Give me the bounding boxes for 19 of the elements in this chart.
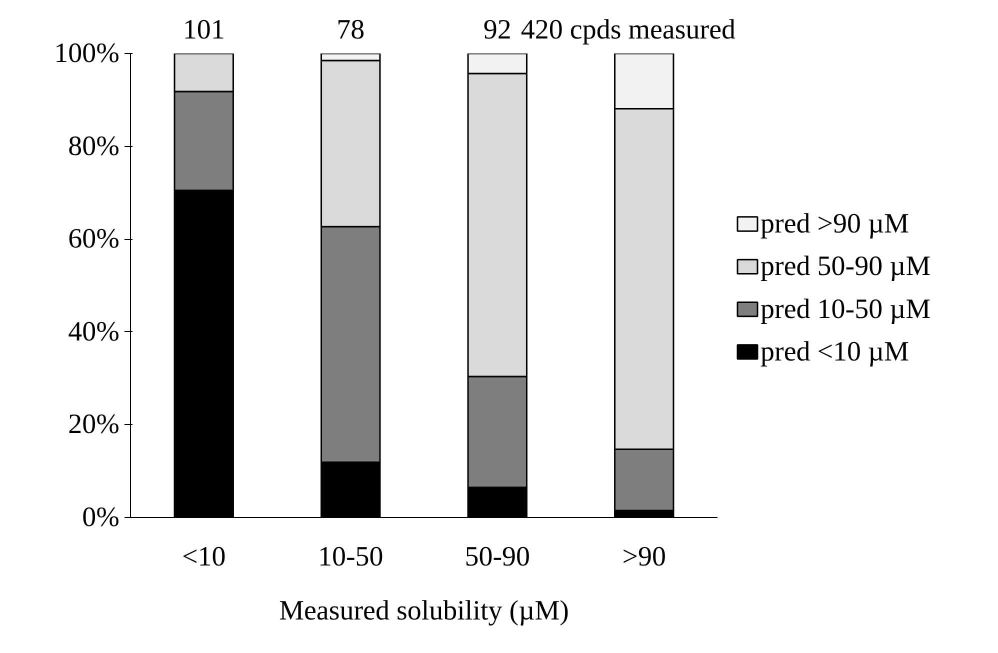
annotation: 101 <box>182 14 225 46</box>
y-tick-label: 40% <box>68 316 120 348</box>
y-tick-label: 80% <box>68 130 120 162</box>
x-tick-label: <10 <box>182 542 226 572</box>
legend-label: pred 10-50 µM <box>760 294 931 325</box>
y-tick-label: 0% <box>82 502 120 533</box>
annotation: 420 cpds measured <box>520 14 736 46</box>
y-tick-label: 60% <box>68 224 120 255</box>
legend-label: pred <10 µM <box>760 336 910 368</box>
x-axis-title: Measured solubility (µM) <box>279 596 569 626</box>
y-tick-label: 100% <box>54 38 120 69</box>
annotation: 92 <box>483 14 512 46</box>
y-tick-label: 20% <box>68 409 120 440</box>
x-tick-label: >90 <box>622 542 666 572</box>
x-tick-label: 50-90 <box>464 542 530 572</box>
legend-label: pred 50-90 µM <box>760 251 931 282</box>
legend-label: pred >90 µM <box>760 208 910 240</box>
x-tick-label: 10-50 <box>318 542 384 572</box>
annotation: 78 <box>336 14 365 46</box>
